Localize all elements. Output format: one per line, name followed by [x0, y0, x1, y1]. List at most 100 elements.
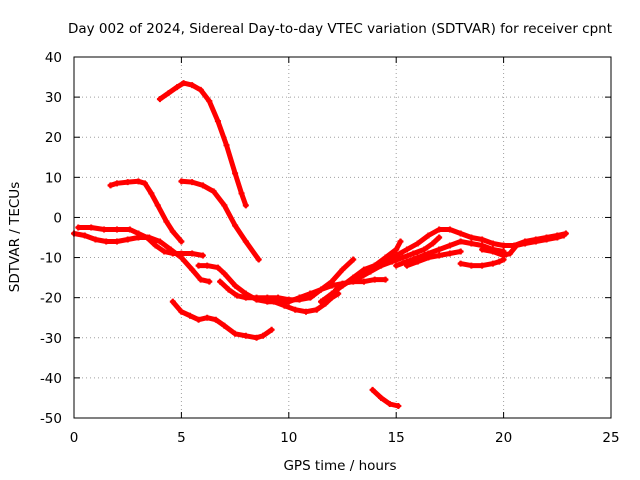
data-point: [221, 202, 228, 209]
data-point: [356, 274, 363, 281]
data-point: [206, 98, 213, 105]
series-track-9: [169, 298, 275, 341]
data-point: [206, 278, 213, 285]
data-point: [360, 278, 367, 285]
data-point: [189, 179, 196, 186]
data-point: [238, 190, 245, 197]
data-point: [489, 260, 496, 267]
data-point: [214, 264, 221, 271]
data-point: [339, 266, 346, 273]
data-point: [345, 278, 352, 285]
data-point: [457, 260, 464, 267]
data-point: [163, 218, 170, 225]
data-point: [126, 226, 133, 233]
data-point: [275, 294, 282, 301]
data-point: [468, 234, 475, 241]
data-point: [214, 118, 221, 125]
data-point: [169, 250, 176, 257]
data-point: [328, 282, 335, 289]
data-point: [395, 402, 402, 409]
data-point: [360, 266, 367, 273]
data-point: [221, 322, 228, 329]
data-point: [489, 248, 496, 255]
series-track-8: [270, 290, 342, 315]
data-point: [378, 394, 385, 401]
series-track-1: [156, 80, 249, 209]
data-point: [210, 188, 217, 195]
data-point: [189, 266, 196, 273]
y-tick-label: -20: [40, 291, 62, 307]
data-point: [296, 294, 303, 301]
data-series: [71, 80, 569, 409]
series-line: [170, 299, 275, 341]
data-point: [560, 232, 567, 239]
data-point: [425, 254, 432, 261]
series-track-18: [369, 386, 402, 409]
data-point: [397, 238, 404, 245]
y-tick-label: -50: [40, 411, 62, 427]
data-point: [436, 226, 443, 233]
data-point: [234, 292, 241, 299]
data-point: [532, 238, 539, 245]
data-point: [178, 178, 185, 185]
data-point: [204, 314, 211, 321]
data-point: [197, 276, 204, 283]
data-point: [161, 248, 168, 255]
series-track-3: [178, 178, 262, 263]
y-axis-label: SDTVAR / TECUs: [7, 182, 23, 292]
data-point: [479, 236, 486, 243]
data-point: [479, 262, 486, 269]
series-track-2: [107, 178, 185, 245]
data-point: [135, 230, 142, 237]
data-point: [221, 270, 228, 277]
data-point: [148, 190, 155, 197]
data-point: [232, 282, 239, 289]
axis-ticks: 0 5 10 15 20 25 -50 -40 -30 -20 -10 0 10 20 30 40: [40, 50, 620, 446]
series-line: [286, 277, 388, 305]
series-line: [479, 233, 567, 258]
series-track-17: [479, 232, 567, 259]
data-point: [178, 238, 185, 245]
data-point: [414, 240, 421, 247]
data-point: [436, 252, 443, 259]
data-point: [393, 252, 400, 259]
data-point: [174, 84, 181, 91]
x-tick-label: 5: [177, 430, 186, 446]
data-point: [554, 234, 561, 241]
data-point: [225, 286, 232, 293]
data-point: [217, 278, 224, 285]
data-point: [242, 332, 249, 339]
data-point: [156, 238, 163, 245]
data-point: [421, 246, 428, 253]
data-point: [367, 268, 374, 275]
data-point: [165, 90, 172, 97]
y-tick-label: 40: [45, 50, 62, 66]
data-point: [436, 234, 443, 241]
data-point: [186, 312, 193, 319]
data-point: [446, 242, 453, 249]
data-point: [268, 326, 275, 333]
data-point: [457, 230, 464, 237]
data-point: [232, 170, 239, 177]
plot-frame: [73, 56, 612, 419]
data-point: [328, 290, 335, 297]
y-tick-label: -40: [40, 371, 62, 387]
data-point: [212, 316, 219, 323]
y-tick-label: 20: [45, 130, 62, 146]
data-point: [281, 302, 288, 309]
data-point: [500, 252, 507, 259]
data-point: [189, 250, 196, 257]
data-point: [124, 179, 131, 186]
series-track-5: [75, 224, 206, 259]
y-tick-label: 10: [45, 170, 62, 186]
data-point: [178, 250, 185, 257]
y-tick-label: 0: [53, 210, 62, 226]
data-point: [197, 86, 204, 93]
data-point: [410, 250, 417, 257]
data-point: [446, 250, 453, 257]
series-line: [178, 178, 262, 263]
y-tick-label: -30: [40, 331, 62, 347]
data-point: [425, 232, 432, 239]
data-point: [178, 308, 185, 315]
series-line: [157, 80, 249, 208]
